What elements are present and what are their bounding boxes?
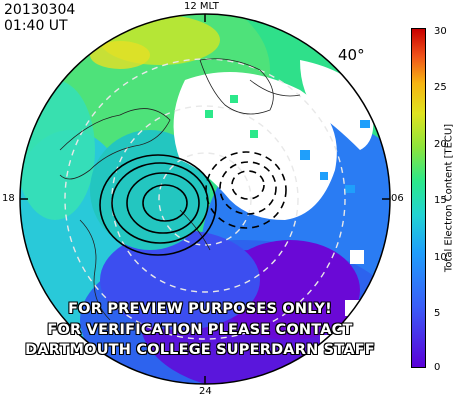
colorbar-tick: 10 bbox=[434, 252, 447, 263]
colorbar-tick: 5 bbox=[434, 308, 441, 319]
latitude-label: 40° bbox=[338, 46, 365, 64]
contours-dashed bbox=[205, 151, 287, 229]
mlt-right-label: 06 bbox=[391, 193, 404, 204]
mlt-bottom-label: 24 bbox=[199, 386, 212, 397]
date-label: 20130304 bbox=[4, 2, 76, 18]
colorbar-tick: 20 bbox=[434, 139, 447, 150]
mlt-ticks bbox=[20, 14, 390, 384]
watermark-line-3: DARTMOUTH COLLEGE SUPERDARN STAFF bbox=[25, 342, 375, 358]
colorbar bbox=[411, 28, 426, 368]
time-label: 01:40 UT bbox=[4, 18, 68, 34]
mlt-left-label: 18 bbox=[2, 193, 15, 204]
colorbar-tick: 25 bbox=[434, 82, 447, 93]
mlt-top-label: 12 MLT bbox=[184, 1, 219, 12]
colorbar-tick: 0 bbox=[434, 362, 441, 373]
colorbar-tick: 30 bbox=[434, 26, 447, 37]
colorbar-tick: 15 bbox=[434, 195, 447, 206]
colorbar-label: Total Electron Content [TECU] bbox=[443, 123, 455, 273]
watermark-line-2: FOR VERIFICATION PLEASE CONTACT bbox=[47, 322, 353, 338]
watermark-line-1: FOR PREVIEW PURPOSES ONLY! bbox=[68, 301, 332, 317]
